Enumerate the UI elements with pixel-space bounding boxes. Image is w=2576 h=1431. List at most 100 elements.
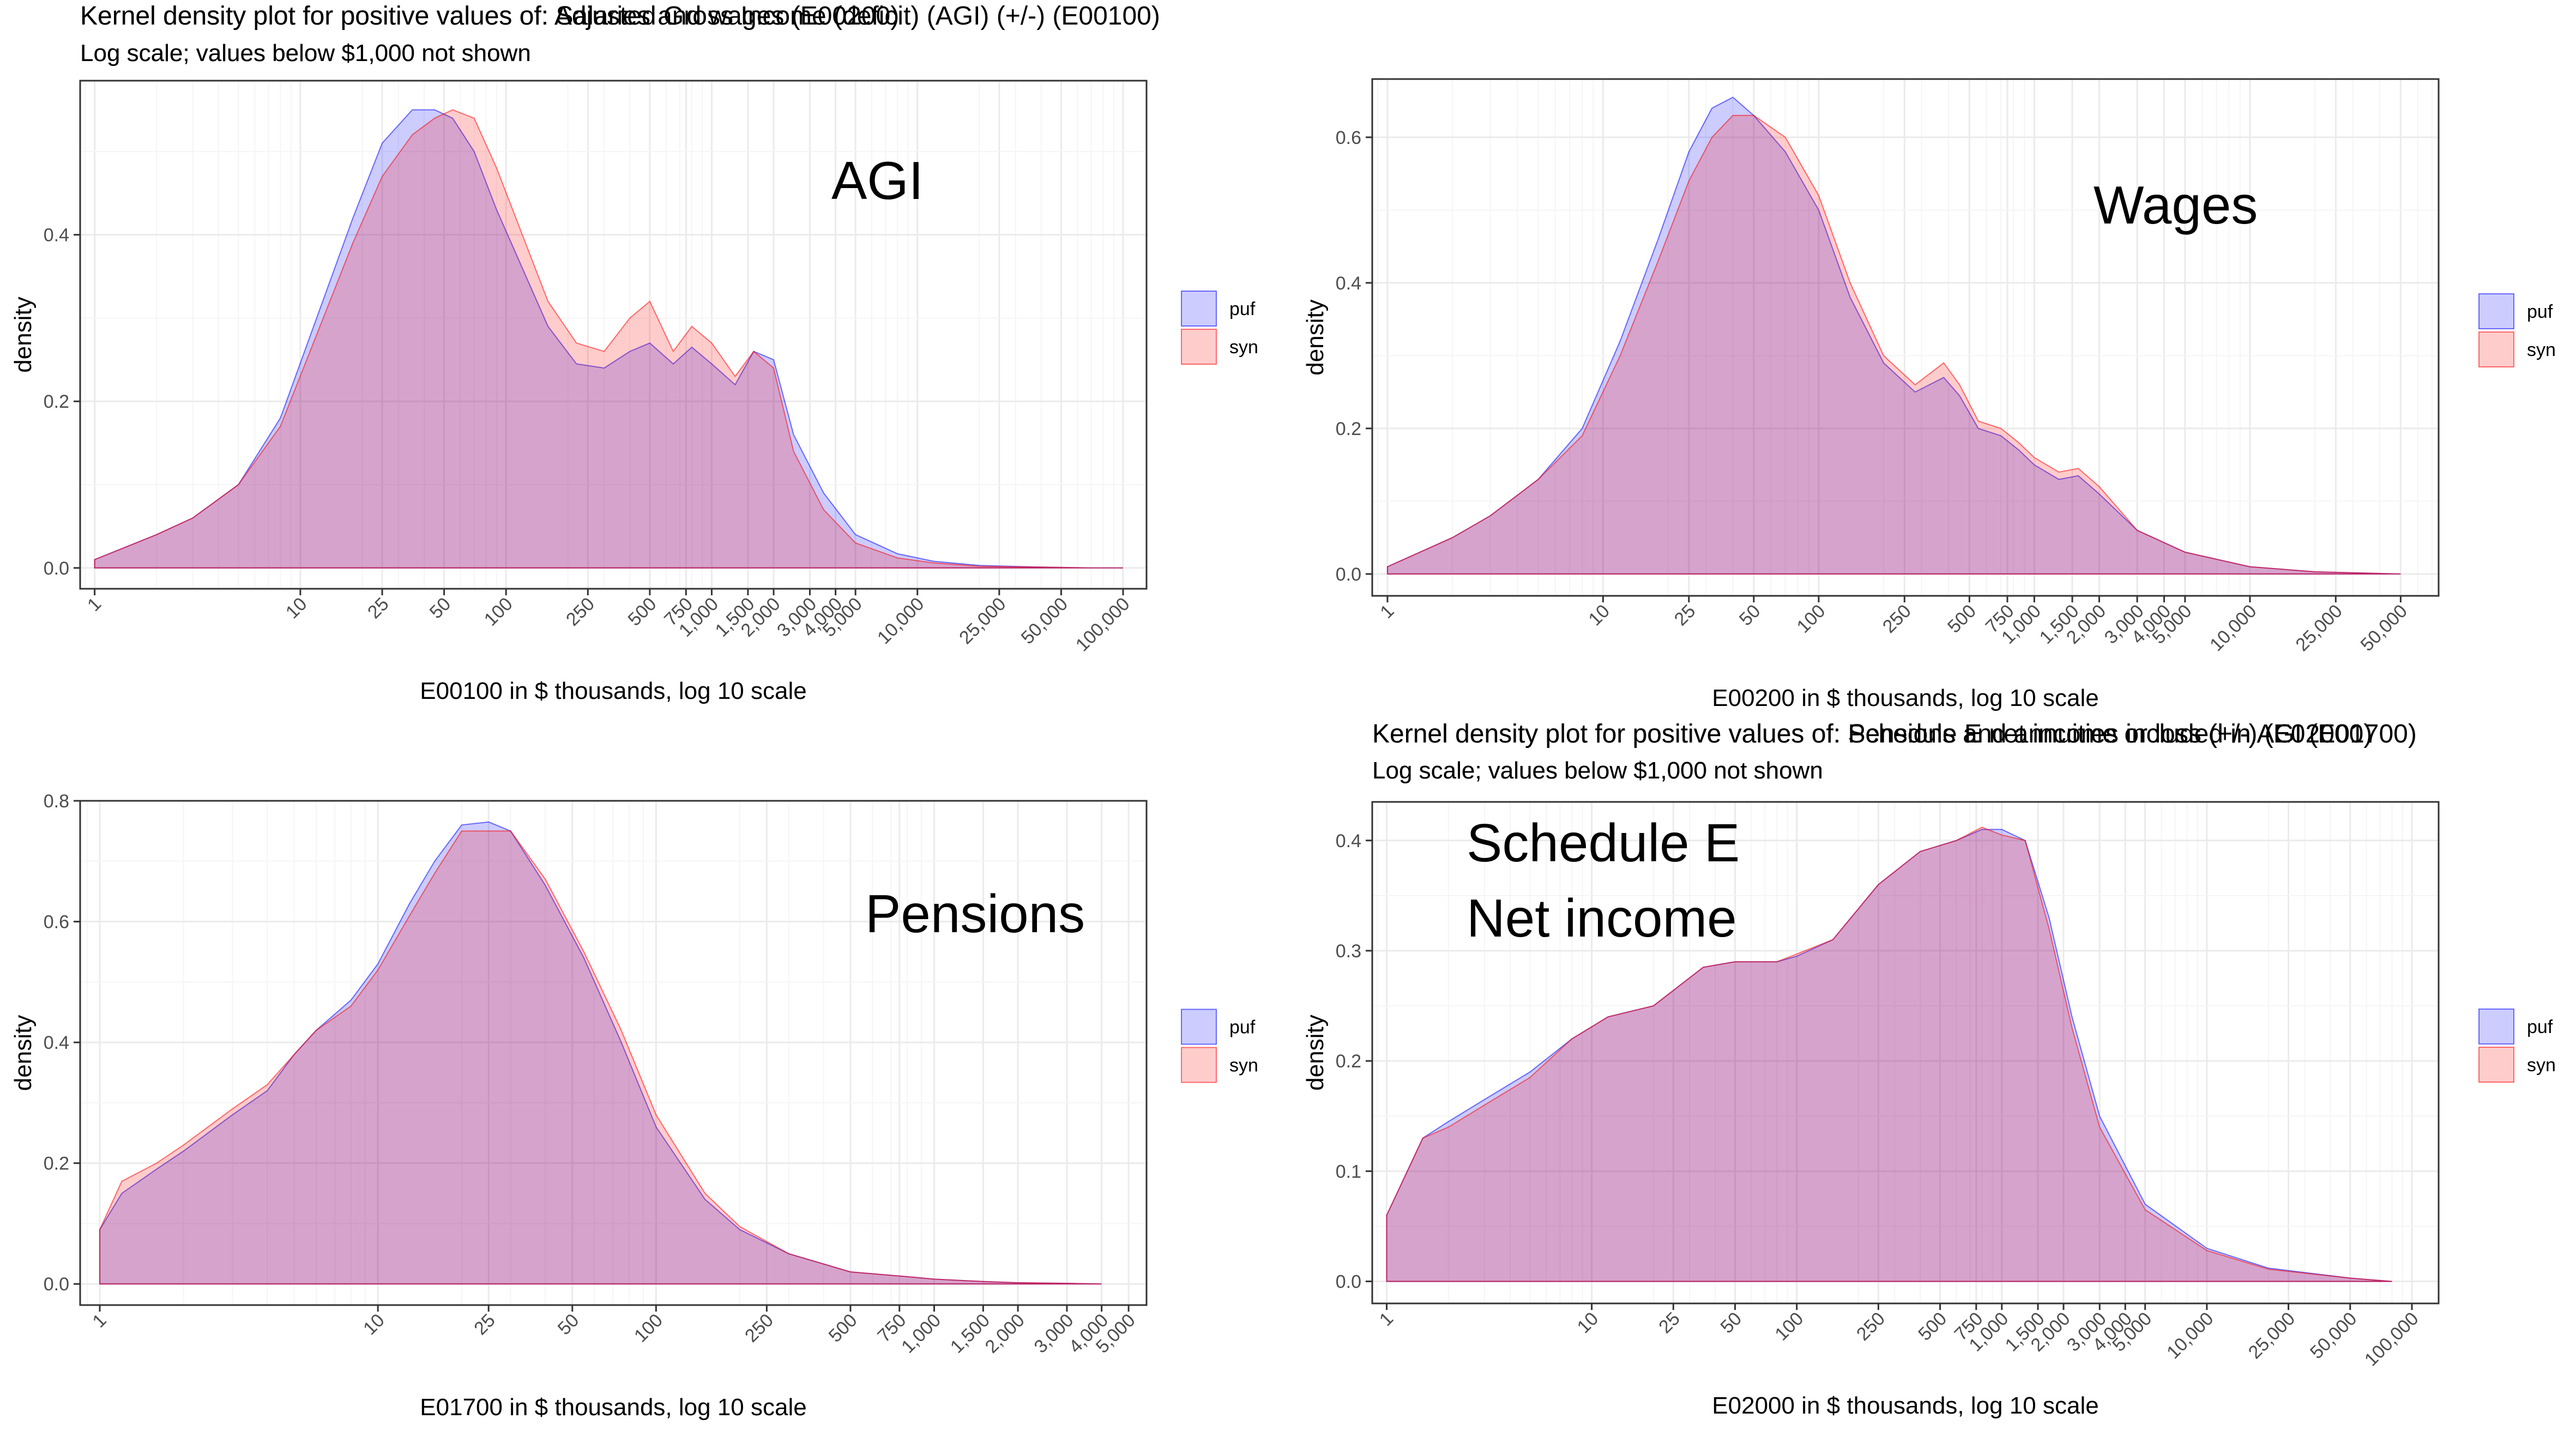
x-tick-label: 1: [1376, 601, 1398, 623]
legend-key-bg: [2478, 293, 2515, 330]
y-tick-label: 0.3: [1336, 941, 1361, 962]
x-tick-label: 250: [741, 1310, 777, 1347]
y-tick-label: 0.4: [44, 225, 69, 246]
legend-key-bg: [2478, 1046, 2515, 1083]
x-tick-label: 1,500: [946, 1310, 994, 1357]
x-tick-label: 100: [480, 594, 517, 630]
legend-label-puf: puf: [2527, 301, 2553, 322]
x-tick-label: 100: [630, 1310, 667, 1347]
x-tick-label: 100,000: [1072, 594, 1134, 656]
x-tick-label: 10: [282, 594, 311, 623]
chart-title: Kernel density plot for positive values …: [1372, 720, 2372, 748]
density-area-syn: [1386, 114, 2401, 575]
x-tick-label: 250: [1853, 1308, 1889, 1345]
y-tick-label: 0.4: [1336, 831, 1361, 852]
legend-key-bg: [1180, 328, 1217, 365]
y-tick-label: 0.2: [44, 1154, 69, 1174]
x-tick-label: 25,000: [2292, 601, 2346, 655]
x-tick-label: 25,000: [2245, 1308, 2299, 1363]
y-tick-label: 0.4: [44, 1033, 69, 1053]
x-tick-label: 10: [359, 1310, 389, 1339]
chart-annotation: Net income: [1467, 888, 1737, 948]
legend-label-puf: puf: [1229, 299, 1256, 319]
x-axis-label: E01700 in $ thousands, log 10 scale: [420, 1394, 806, 1421]
y-axis-label: density: [10, 297, 37, 372]
density-area-syn: [99, 830, 1102, 1285]
chart-title: Kernel density plot for positive values …: [1372, 720, 2417, 748]
x-tick-label: 500: [825, 1310, 861, 1347]
x-tick-label: 50,000: [2357, 601, 2411, 655]
x-tick-label: 250: [562, 594, 599, 630]
chart-annotation: Schedule E: [1467, 813, 1740, 873]
y-tick-label: 0.6: [44, 912, 69, 933]
y-tick-label: 0.8: [44, 791, 69, 812]
x-tick-label: 100: [1771, 1308, 1807, 1345]
x-tick-label: 50: [554, 1310, 583, 1339]
x-tick-label: 10: [1573, 1308, 1603, 1338]
x-tick-label: 50: [426, 594, 455, 623]
chart-annotation: Wages: [2094, 175, 2258, 235]
x-tick-label: 10,000: [2206, 601, 2260, 655]
legend: puf syn: [2478, 1008, 2556, 1083]
y-tick-label: 0.0: [44, 1274, 69, 1295]
x-tick-label: 50,000: [2306, 1308, 2361, 1363]
y-tick-label: 0.0: [44, 558, 69, 579]
y-tick-label: 0.6: [1336, 128, 1361, 148]
x-tick-label: 25: [1670, 601, 1700, 630]
x-axis-label: E00100 in $ thousands, log 10 scale: [420, 678, 806, 704]
chart-subtitle: Log scale; values below $1,000 not shown: [80, 40, 531, 67]
grid: [1372, 802, 2439, 1303]
legend-key-puf: [1181, 291, 1217, 327]
y-tick-label: 0.1: [1336, 1161, 1361, 1182]
legend-key-bg: [1180, 1008, 1217, 1046]
y-axis-label: density: [1302, 299, 1329, 375]
y-tick-label: 0.2: [1336, 1051, 1361, 1072]
x-tick-label: 250: [1879, 601, 1915, 637]
x-axis-label: E02000 in $ thousands, log 10 scale: [1712, 1392, 2098, 1419]
legend-label-syn: syn: [2527, 1055, 2556, 1076]
legend-key-bg: [2478, 331, 2515, 368]
x-tick-label: 500: [624, 594, 661, 630]
chart-subtitle: Log scale; values below $1,000 not shown: [80, 40, 531, 67]
x-tick-label: 50,000: [1017, 594, 1072, 648]
plot-background: [80, 81, 1147, 589]
legend-key-bg: [1180, 1046, 1217, 1084]
x-tick-label: 1: [1376, 1308, 1397, 1330]
x-tick-label: 50: [1735, 601, 1765, 630]
legend-key-bg: [2478, 1008, 2515, 1045]
plot-background: [1372, 79, 2439, 596]
legend: puf syn: [2478, 293, 2556, 368]
y-axis-label: density: [1302, 1015, 1329, 1090]
y-tick-label: 0.0: [1336, 564, 1361, 585]
x-tick-label: 1: [88, 1310, 110, 1332]
x-tick-label: 25,000: [955, 594, 1010, 648]
legend-label-puf: puf: [1229, 1017, 1256, 1038]
x-tick-label: 500: [1944, 601, 1980, 637]
y-tick-label: 0.2: [44, 391, 69, 412]
x-tick-label: 1: [83, 594, 105, 615]
legend: puf syn: [1180, 1008, 1258, 1084]
x-tick-label: 3,000: [1030, 1310, 1078, 1357]
chart-panel-1: Kernel density plot for positive values …: [10, 2, 1258, 704]
grid: [1372, 79, 2439, 596]
x-tick-label: 10: [1584, 601, 1614, 630]
x-tick-label: 25: [470, 1310, 499, 1339]
x-tick-label: 10,000: [2163, 1308, 2217, 1363]
legend-key-syn: [1181, 329, 1217, 365]
chart-panel-3: Kernel density plot for positive values …: [10, 720, 2417, 1421]
chart-title: Kernel density plot for positive values …: [80, 2, 899, 31]
y-tick-label: 0.0: [1336, 1272, 1361, 1293]
chart-subtitle: Log scale; values below $1,000 not shown: [1372, 757, 1823, 784]
x-tick-label: 1,000: [897, 1310, 945, 1357]
density-area-syn: [94, 109, 1123, 569]
plot-border: [1371, 801, 2440, 1305]
chart-panel-4: Kernel density plot for positive values …: [1302, 720, 2556, 1419]
plot-border: [79, 800, 1148, 1306]
x-tick-label: 10,000: [873, 594, 928, 648]
legend-key-puf: [2478, 1009, 2514, 1044]
x-tick-label: 500: [1914, 1308, 1951, 1345]
x-tick-label: 50: [1717, 1308, 1746, 1338]
legend-label-syn: syn: [2527, 340, 2556, 360]
legend-label-syn: syn: [1229, 1055, 1258, 1076]
chart-title: Kernel density plot for positive values …: [80, 2, 1160, 31]
